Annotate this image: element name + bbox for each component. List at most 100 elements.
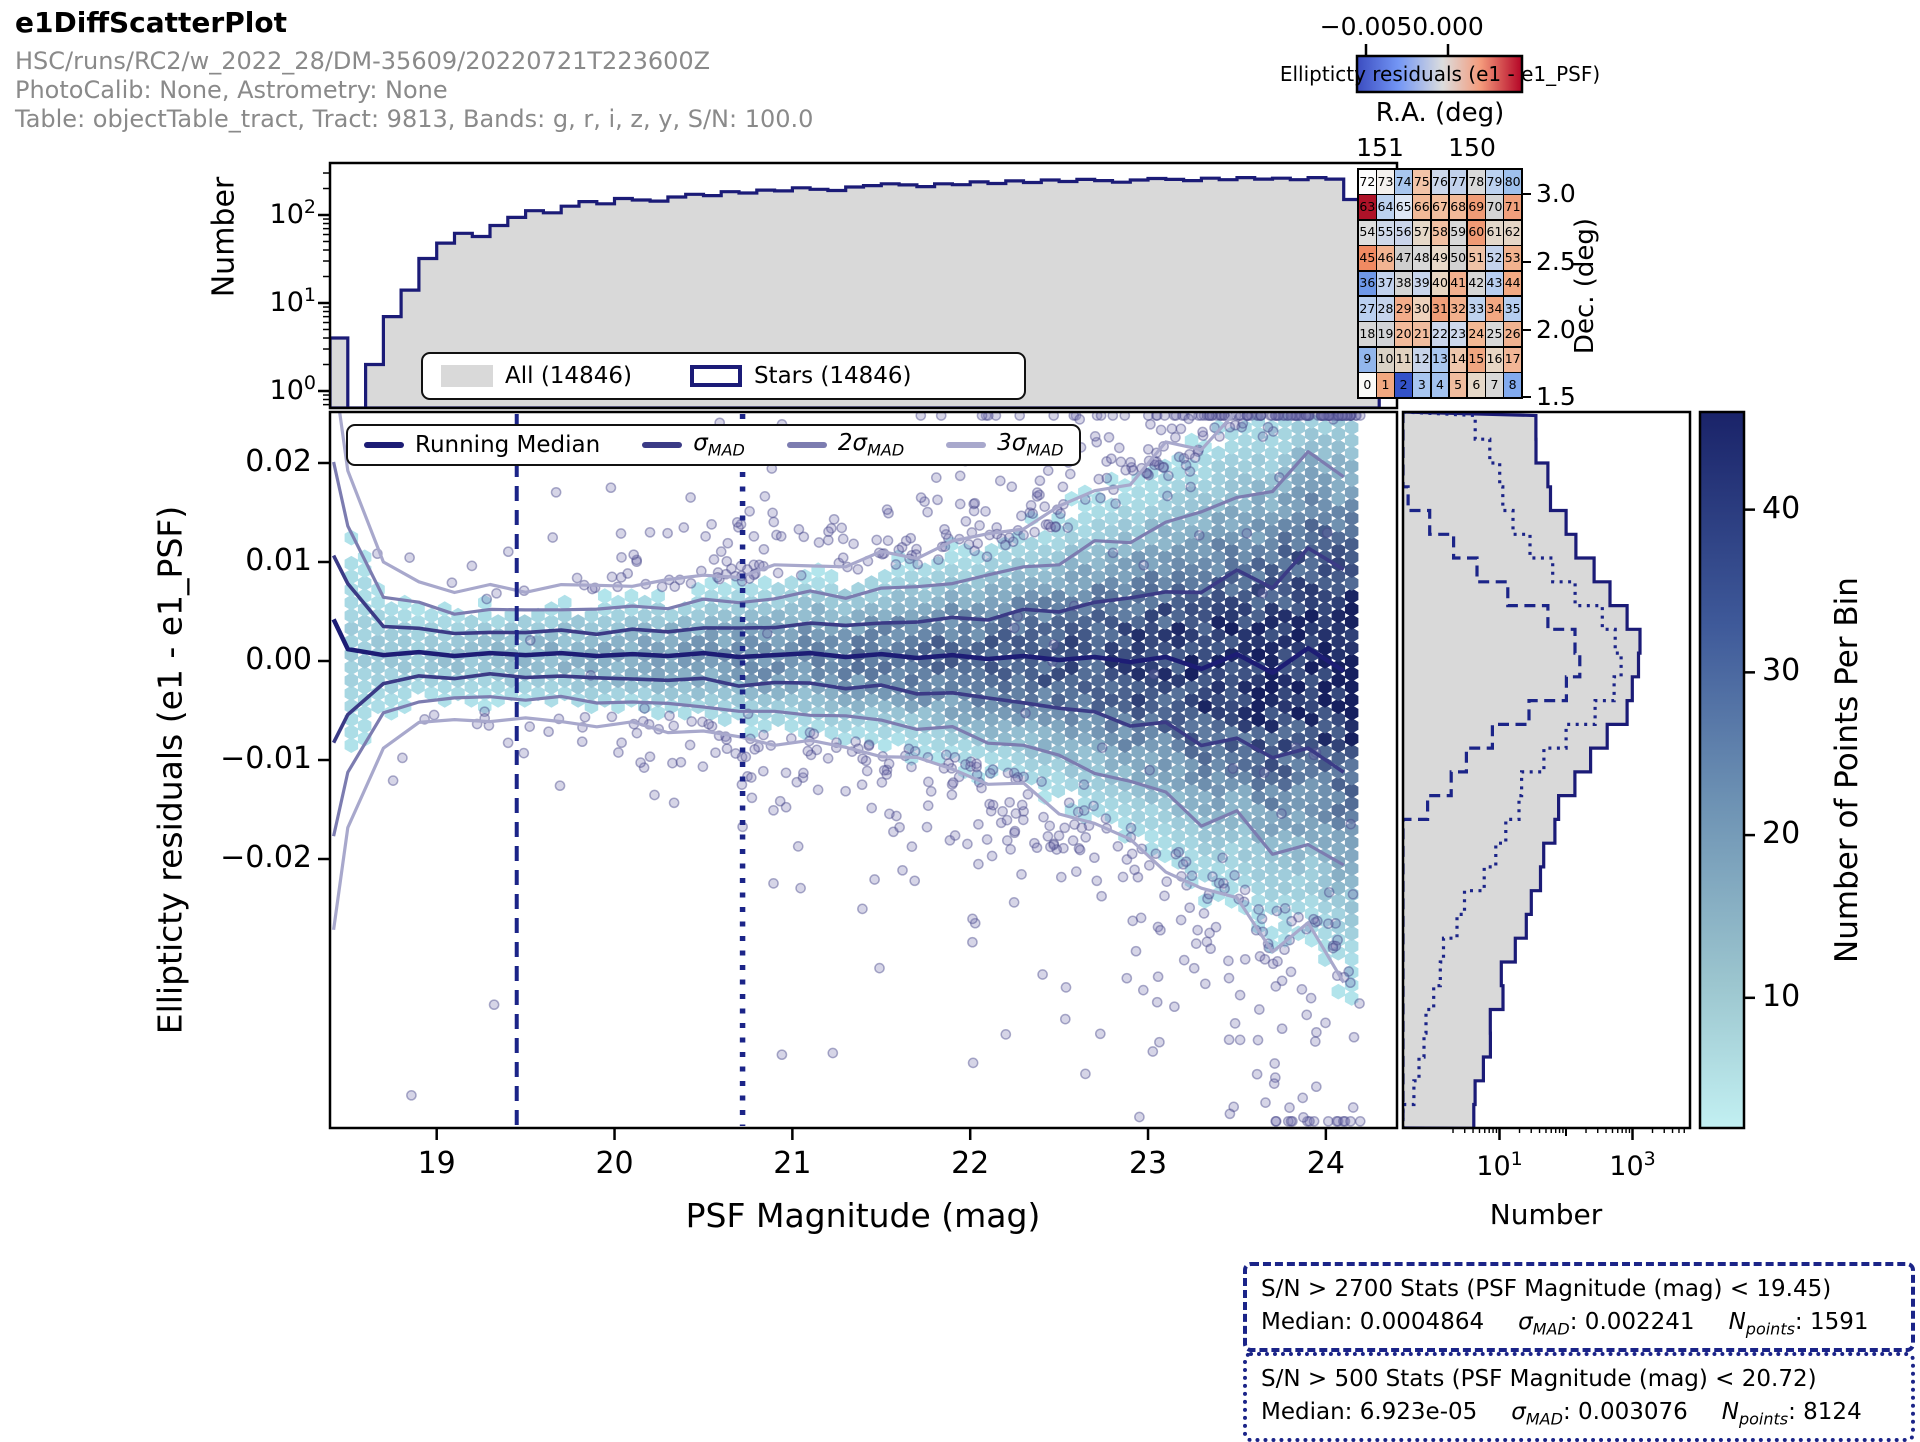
stats-value: σMAD: 0.002241 <box>1518 1309 1695 1339</box>
heatmap-cell: 45 <box>1359 246 1376 271</box>
main-xtick: 24 <box>1306 1146 1345 1181</box>
heatmap-cell: 68 <box>1449 195 1467 220</box>
heatmap-cell: 11 <box>1395 347 1412 372</box>
heatmap-cell: 44 <box>1504 271 1521 296</box>
righthist-all-fill <box>1404 413 1640 1127</box>
colorbar-tick: 10 <box>1762 978 1801 1014</box>
heatmap-cell: 28 <box>1377 296 1394 321</box>
heatmap-cell: 2 <box>1395 373 1412 397</box>
heatmap-cell: 39 <box>1413 271 1431 296</box>
scatter-points-layer <box>372 413 1366 1127</box>
heatmap-cell: 49 <box>1431 246 1449 271</box>
stats-box-sn2700: S/N > 2700 Stats (PSF Magnitude (mag) < … <box>1243 1262 1915 1353</box>
main-ytick: −0.01 <box>220 741 312 776</box>
stats-value: Npoints: 8124 <box>1721 1399 1862 1429</box>
main-legend-label: Running Median <box>415 432 601 458</box>
righthist-solid-outline <box>1404 413 1642 1127</box>
heatmap-cell: 21 <box>1413 322 1431 347</box>
heatmap-cell: 14 <box>1449 347 1467 372</box>
tophist-axis-ticks <box>318 172 330 406</box>
heatmap-cell: 24 <box>1467 322 1485 347</box>
colorbar-tick: 40 <box>1762 490 1801 526</box>
hist-legend-item: Stars (14846) <box>689 363 912 389</box>
main-frame <box>328 410 1399 1130</box>
heatmap-cell: 66 <box>1413 195 1431 220</box>
main-legend-item: 2σMAD <box>786 430 905 460</box>
heatmap-cell: 55 <box>1377 220 1394 245</box>
heatmap-cell: 37 <box>1377 271 1394 296</box>
stats-title: S/N > 500 Stats (PSF Magnitude (mag) < 2… <box>1261 1366 1817 1392</box>
stats-title: S/N > 2700 Stats (PSF Magnitude (mag) < … <box>1261 1276 1832 1302</box>
heatmap-cell: 76 <box>1431 170 1449 194</box>
main-ytick: 0.00 <box>245 642 312 677</box>
heatmap-cell: 38 <box>1395 271 1412 296</box>
top-histogram-group <box>331 176 1381 407</box>
main-xlabel: PSF Magnitude (mag) <box>685 1196 1041 1235</box>
line-swatch <box>786 442 827 448</box>
main-xtick: 20 <box>595 1146 634 1181</box>
stats-box-sn500: S/N > 500 Stats (PSF Magnitude (mag) < 2… <box>1243 1352 1915 1442</box>
heatmap-cell: 60 <box>1467 220 1485 245</box>
righthist-xlabel: Number <box>1489 1198 1603 1231</box>
stats-value: Median: 6.923e-05 <box>1261 1399 1478 1426</box>
heatmap-cell: 75 <box>1413 170 1431 194</box>
page-title: e1DiffScatterPlot <box>15 6 287 39</box>
heatmap-cell: 18 <box>1359 322 1376 347</box>
heatmap-cell: 74 <box>1395 170 1412 194</box>
stars-swatch <box>689 365 742 387</box>
colorbar-label: Number of Points Per Bin <box>1829 577 1865 963</box>
heatmap-cell: 3 <box>1413 373 1431 397</box>
heatmap-cell: 64 <box>1377 195 1394 220</box>
heatmap-cell: 12 <box>1413 347 1431 372</box>
heat-colorbar <box>1355 54 1524 94</box>
line-swatch <box>364 442 404 448</box>
heatmap-cell: 61 <box>1486 220 1503 245</box>
hexbin-layer <box>344 413 1359 1006</box>
heatmap-cell: 71 <box>1504 195 1521 220</box>
tophist-legend: All (14846) Stars (14846) <box>421 352 1026 400</box>
heatmap-cell: 20 <box>1395 322 1412 347</box>
heatmap-cell: 4 <box>1431 373 1449 397</box>
heatmap-cell: 78 <box>1467 170 1485 194</box>
heatmap-cell: 50 <box>1449 246 1467 271</box>
hist-all-fill <box>331 177 1380 407</box>
colorbar-tick: 30 <box>1762 653 1801 689</box>
main-ylabel: Ellipticty residuals (e1 - e1_PSF) <box>150 505 190 1035</box>
heatmap-cell: 70 <box>1486 195 1503 220</box>
main-xtick: 19 <box>417 1146 456 1181</box>
tophist-ytick: 102 <box>269 196 316 230</box>
line-swatch <box>642 442 683 448</box>
heatmap-cell: 40 <box>1431 271 1449 296</box>
heatmap-cell: 31 <box>1431 296 1449 321</box>
heatmap-cell: 27 <box>1359 296 1376 321</box>
heatmap-cell: 63 <box>1359 195 1376 220</box>
heatmap-cell: 51 <box>1467 246 1485 271</box>
stats-value: Npoints: 1591 <box>1728 1309 1869 1339</box>
main-legend-label: 3σMAD <box>997 430 1064 460</box>
stats-values: Median: 6.923e-05 σMAD: 0.003076 Npoints: … <box>1261 1396 1897 1431</box>
heatmap-cell: 17 <box>1504 347 1521 372</box>
righthist-xtick: 101 <box>1476 1148 1523 1182</box>
main-xtick: 21 <box>773 1146 812 1181</box>
heatmap-cell: 43 <box>1486 271 1503 296</box>
heatmap-cell: 33 <box>1467 296 1485 321</box>
heatmap-cell: 10 <box>1377 347 1394 372</box>
heatmap-cell: 25 <box>1486 322 1503 347</box>
hist-legend-label: Stars (14846) <box>753 363 912 389</box>
main-axis-ticks <box>318 461 1328 1140</box>
sigma-band-lines <box>331 413 1346 984</box>
heatmap-cell: 23 <box>1449 322 1467 347</box>
heatmap-cell: 7 <box>1486 373 1503 397</box>
heatmap-cell: 30 <box>1413 296 1431 321</box>
main-legend-label: 2σMAD <box>837 430 905 460</box>
main-plot-group <box>331 413 1366 1127</box>
right-histogram-group <box>1404 413 1642 1127</box>
heatmap-cell: 22 <box>1431 322 1449 347</box>
heatmap-cell: 9 <box>1359 347 1376 372</box>
heatmap-cell: 53 <box>1504 246 1521 271</box>
heatmap-cell: 41 <box>1449 271 1467 296</box>
main-xtick: 22 <box>951 1146 990 1181</box>
heatmap-cell: 34 <box>1486 296 1503 321</box>
heatmap-cell: 58 <box>1431 220 1449 245</box>
